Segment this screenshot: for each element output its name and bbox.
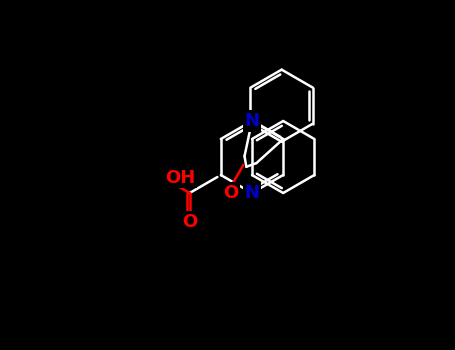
Text: N: N [244, 184, 259, 202]
Text: O: O [223, 184, 239, 202]
Text: N: N [244, 112, 259, 130]
Text: O: O [182, 213, 197, 231]
Text: OH: OH [165, 169, 195, 187]
